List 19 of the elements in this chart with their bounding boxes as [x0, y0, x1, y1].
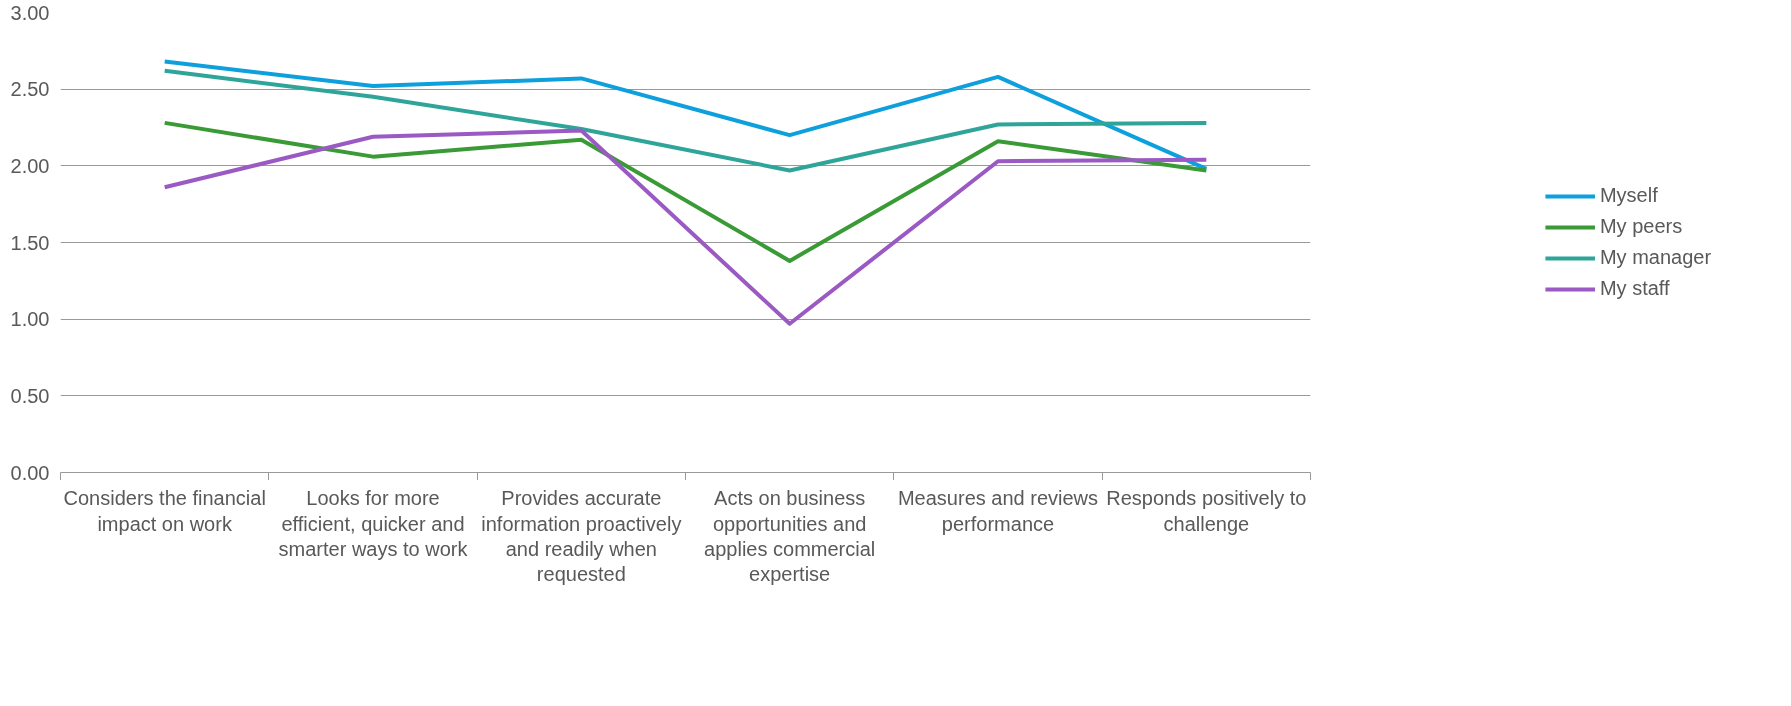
- y-tick-label: 2.50: [10, 78, 50, 101]
- y-tick-label: 0.00: [10, 461, 50, 484]
- x-tick-label: Provides accurate information proactively and readily when requested: [481, 487, 682, 586]
- legend-label: My manager: [1599, 246, 1712, 269]
- y-tick-label: 2.00: [10, 154, 50, 177]
- legend-label: Myself: [1599, 184, 1658, 207]
- legend-label: My staff: [1599, 277, 1670, 300]
- x-tick-label: Looks for more efficient, quicker and smarter ways to work: [278, 487, 469, 560]
- line-series: [162, 128, 1209, 326]
- y-tick-label: 1.00: [10, 308, 50, 331]
- x-tick-label: Acts on business opportunities and applies commercial expertise: [704, 487, 876, 586]
- line-series: [162, 120, 1209, 263]
- legend-label: My peers: [1599, 215, 1683, 238]
- y-tick-label: 0.50: [10, 384, 50, 407]
- y-tick-label: 1.50: [10, 231, 50, 254]
- x-tick-label: Considers the financial impact on work: [63, 487, 266, 535]
- x-tick-label: Measures and reviews performance: [897, 487, 1099, 535]
- x-tick-label: Responds positively to challenge: [1106, 487, 1307, 535]
- y-tick-label: 3.00: [10, 1, 50, 24]
